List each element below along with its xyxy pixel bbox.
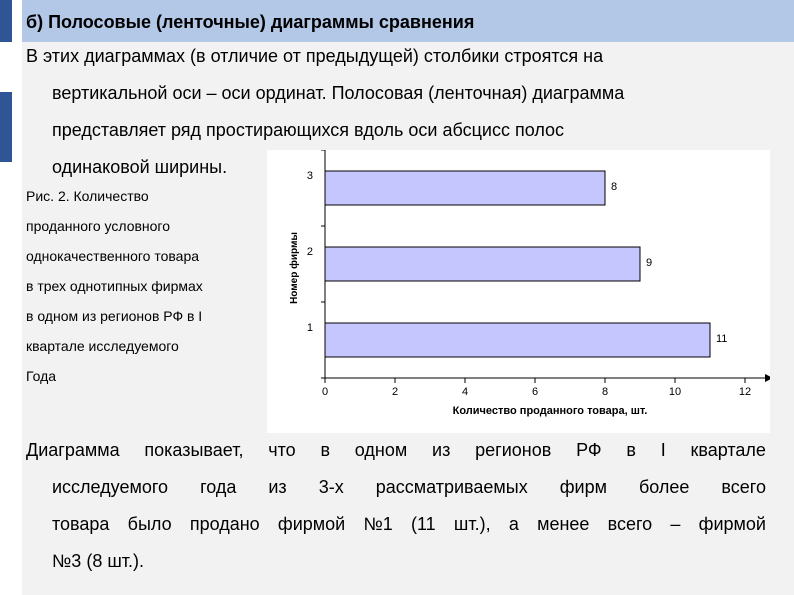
conclusion-word: фирмой xyxy=(698,514,766,534)
bar xyxy=(324,246,641,282)
bar-chart: Номер фирмы Количество проданного товара… xyxy=(288,150,770,417)
conclusion-word: из xyxy=(432,440,451,460)
y-tick-label: 3 xyxy=(307,170,313,182)
conclusion-word: №1 xyxy=(363,514,393,534)
conclusion-word: регионов xyxy=(475,440,552,460)
conclusion-word: Диаграмма xyxy=(26,440,120,460)
conclusion-line: товара было продано фирмой №1 (11 шт.), а менее в… xyxy=(52,514,766,535)
slide-title: б) Полосовые (ленточные) диаграммы сравн… xyxy=(26,12,475,32)
x-tick-label: 8 xyxy=(602,386,608,398)
caption-line: в одном из регионов РФ в I xyxy=(26,308,203,324)
conclusion-word: всего xyxy=(721,477,766,497)
conclusion-word: РФ xyxy=(576,440,602,460)
conclusion-word: менее xyxy=(537,514,590,534)
intro-line: представляет ряд простирающихся вдоль ос… xyxy=(52,120,565,140)
x-axis-label: Количество проданного товара, шт. xyxy=(453,405,648,417)
conclusion-word: одном xyxy=(354,440,408,460)
conclusion-word: фирмой xyxy=(277,514,346,534)
conclusion-word: в xyxy=(320,440,331,460)
conclusion-word: а xyxy=(508,514,519,534)
x-tick-label: 10 xyxy=(669,386,681,398)
bar xyxy=(324,322,711,358)
x-tick-label: 12 xyxy=(739,386,751,398)
x-axis-arrow xyxy=(765,374,770,382)
x-tick-label: 0 xyxy=(322,386,328,398)
conclusion-word: – xyxy=(670,514,681,534)
y-tick-label: 2 xyxy=(307,246,313,258)
intro-line: В этих диаграммах (в отличие от предыдущ… xyxy=(26,46,604,66)
bar xyxy=(324,170,606,206)
conclusion-word: что xyxy=(268,440,296,460)
x-tick-label: 6 xyxy=(532,386,538,398)
conclusion-word: всего xyxy=(607,514,653,534)
caption-line: в трех однотипных фирмах xyxy=(26,278,203,294)
x-tick-label: 4 xyxy=(462,386,468,398)
bar-chart-panel: Номер фирмы Количество проданного товара… xyxy=(267,150,770,433)
conclusion-word: было xyxy=(127,514,172,534)
title-strip xyxy=(22,0,794,42)
y-axis-label: Номер фирмы xyxy=(288,232,300,304)
intro-line: одинаковой ширины. xyxy=(52,157,228,177)
conclusion-word: рассматриваемых xyxy=(375,477,528,497)
caption-line: проданного условного xyxy=(26,218,171,234)
left-rail xyxy=(0,0,22,595)
conclusion-word: показывает, xyxy=(144,440,244,460)
caption-line: Рис. 2. Количество xyxy=(26,188,149,204)
caption-line: однокачественного товара xyxy=(26,248,200,264)
conclusion-word: товара xyxy=(52,514,110,534)
x-tick-label: 2 xyxy=(392,386,398,398)
data-label: 11 xyxy=(716,333,727,345)
rail-marker xyxy=(0,0,12,42)
conclusion-word: I xyxy=(660,440,666,460)
conclusion-word: шт.), xyxy=(453,514,491,534)
conclusion-word: более xyxy=(638,477,690,497)
caption-line: квартале исследуемого xyxy=(26,338,179,354)
conclusion-line: исследуемого года из 3-х рассматриваемых фирм… xyxy=(52,477,766,498)
conclusion-line: Диаграмма показывает, что в одном из регионов Р… xyxy=(26,440,766,461)
conclusion-word: исследуемого xyxy=(52,477,169,497)
conclusion-word: (11 xyxy=(411,514,436,534)
conclusion-word: года xyxy=(200,477,237,497)
conclusion-line: №3 (8 шт.). xyxy=(52,551,145,571)
rail-marker xyxy=(0,92,12,162)
conclusion-word: фирм xyxy=(559,477,607,497)
data-label: 9 xyxy=(646,257,652,269)
conclusion-word: 3-х xyxy=(318,477,344,497)
conclusion-word: из xyxy=(268,477,287,497)
conclusion-word: продано xyxy=(189,514,260,534)
intro-line: вертикальной оси – оси ординат. Полосова… xyxy=(52,83,625,103)
data-label: 8 xyxy=(611,181,617,193)
y-tick-label: 1 xyxy=(307,322,313,334)
caption-line: Года xyxy=(26,368,57,384)
conclusion-word: квартале xyxy=(690,440,766,460)
conclusion-word: в xyxy=(626,440,636,460)
